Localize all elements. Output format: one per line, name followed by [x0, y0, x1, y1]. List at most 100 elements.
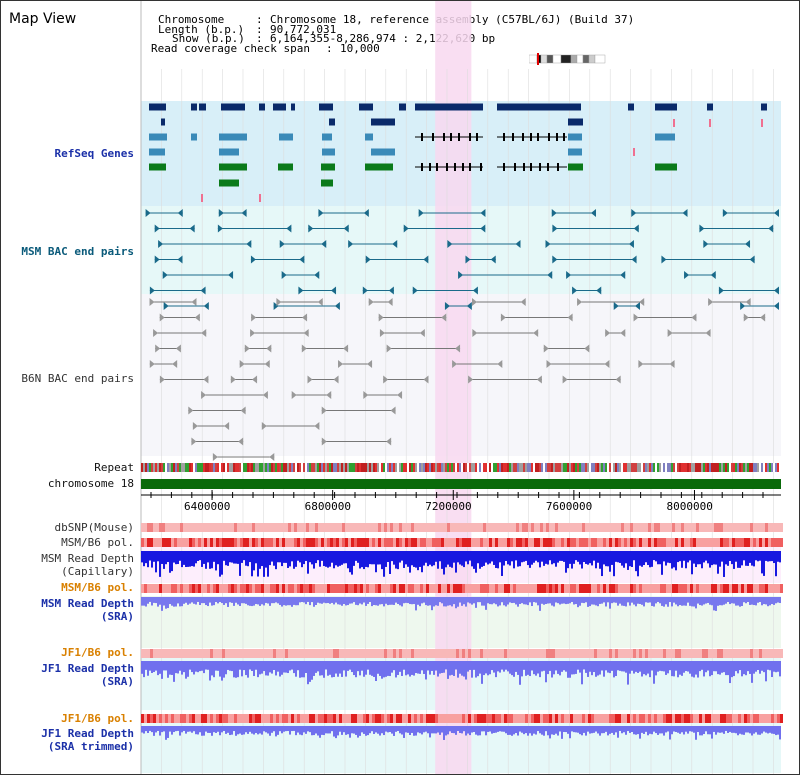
msm-b6-pol-cell [747, 538, 750, 547]
jf1-b6-pol-2-cell [465, 714, 468, 723]
msm-b6-pol-cell [657, 538, 660, 547]
msm-sra-depth-bar [523, 597, 525, 605]
refseq-exon [469, 163, 471, 171]
repeat-segment [461, 463, 463, 472]
msm-cap-depth-bar [145, 551, 147, 564]
msm-b6-pol-sra-cell [219, 584, 222, 593]
chromosome-ideogram[interactable] [529, 53, 609, 65]
msm-b6-pol-cell [693, 538, 696, 547]
msm-b6-pol-cell [687, 538, 690, 547]
msm-b6-pol-cell [231, 538, 234, 547]
msm-b6-pol-cell [723, 538, 726, 547]
repeat-segment [197, 463, 199, 472]
repeat-segment [401, 463, 403, 472]
jf1-trim-depth-bar [375, 726, 377, 733]
jf1-b6-pol-2-cell [660, 714, 663, 723]
jf1-sra-depth-bar [585, 661, 587, 673]
jf1-trim-depth-bar [727, 726, 729, 733]
jf1-b6-pol-2-cell [519, 714, 522, 723]
dbsnp-cell [243, 523, 246, 532]
repeat-segment [621, 463, 623, 472]
msm-cap-depth-bar [623, 551, 625, 568]
repeat-segment [159, 463, 161, 472]
jf1-b6-pol-cell [615, 649, 618, 658]
msm-cap-depth-bar [587, 551, 589, 565]
dbsnp-cell [606, 523, 609, 532]
b6n-bac-end [191, 437, 197, 446]
jf1-b6-pol-2-cell [177, 714, 180, 723]
repeat-segment [541, 463, 543, 472]
jf1-sra-depth-bar [273, 661, 275, 671]
msm-sra-depth-bar [561, 597, 563, 604]
jf1-trim-depth-bar [257, 726, 259, 735]
jf1-b6-pol-2-cell [606, 714, 609, 723]
jf1-sra-depth-bar [651, 661, 653, 671]
jf1-b6-pol-2-cell [351, 714, 354, 723]
jf1-trim-depth-bar [669, 726, 671, 740]
jf1-sra-depth-bar [393, 661, 395, 671]
jf1-sra-depth-bar [701, 661, 703, 670]
msm-b6-pol-cell [702, 538, 705, 547]
msm-bac-end [286, 224, 292, 233]
jf1-b6-pol-2-cell [219, 714, 222, 723]
msm-bac-end [177, 255, 183, 264]
msm-sra-depth-bar [245, 597, 247, 604]
msm-cap-depth-bar [161, 551, 163, 564]
jf1-sra-depth-bar [203, 661, 205, 674]
jf1-b6-pol-cell [231, 649, 234, 658]
repeat-segment [463, 463, 465, 472]
dbsnp-cell [705, 523, 708, 532]
msm-cap-depth-bar [391, 551, 393, 562]
repeat-segment [335, 463, 337, 472]
jf1-b6-pol-cell [498, 649, 501, 658]
refseq-exon [522, 133, 524, 141]
jf1-b6-pol-2-cell [603, 714, 606, 723]
jf1-trim-depth-bar [225, 726, 227, 734]
jf1-b6-pol-2-cell [447, 714, 450, 723]
jf1-b6-pol-cell [186, 649, 189, 658]
jf1-b6-pol-2-cell [282, 714, 285, 723]
jf1-b6-pol-2-cell [198, 714, 201, 723]
jf1-b6-pol-2-cell [381, 714, 384, 723]
jf1-trim-depth-bar [559, 726, 561, 732]
jf1-trim-depth-bar [247, 726, 249, 734]
jf1-trim-depth-bar [425, 726, 427, 732]
msm-b6-pol-sra-cell [315, 584, 318, 593]
msm-sra-depth-bar [169, 597, 171, 605]
jf1-b6-pol-2-cell [558, 714, 561, 723]
jf1-b6-pol-cell [540, 649, 543, 658]
msm-sra-depth-bar [195, 597, 197, 605]
msm-cap-depth-bar [611, 551, 613, 565]
jf1-b6-pol-2-cell [294, 714, 297, 723]
jf1-b6-pol-cell [642, 649, 645, 658]
msm-sra-depth-bar [653, 597, 655, 607]
repeat-segment [179, 463, 181, 472]
jf1-sra-depth-bar [321, 661, 323, 676]
msm-cap-depth-bar [561, 551, 563, 561]
msm-b6-pol-cell [357, 538, 360, 547]
repeat-segment [703, 463, 705, 472]
msm-b6-pol-cell [324, 538, 327, 547]
jf1-trim-depth-bar [313, 726, 315, 736]
msm-sra-depth-bar [439, 597, 441, 603]
msm-cap-depth-bar [181, 551, 183, 568]
jf1-b6-pol-cell [381, 649, 384, 658]
msm-b6-pol-sra-cell [771, 584, 774, 593]
jf1-sra-depth-bar [213, 661, 215, 678]
msm-sra-depth-bar [769, 597, 771, 606]
jf1-b6-pol-cell [555, 649, 558, 658]
jf1-sra-depth-bar [583, 661, 585, 670]
msm-b6-pol-cell [660, 538, 663, 547]
msm-b6-pol-cell [456, 538, 459, 547]
jf1-sra-depth-bar [405, 661, 407, 676]
jf1-trim-depth-bar [613, 726, 615, 735]
repeat-segment [729, 463, 731, 472]
jf1-sra-depth-bar [461, 661, 463, 676]
jf1-b6-pol-2-cell [594, 714, 597, 723]
msm-sra-depth-bar [695, 597, 697, 609]
msm-cap-depth-bar [723, 551, 725, 577]
msm-bac-end [281, 271, 287, 279]
dbsnp-cell [360, 523, 363, 532]
msm-b6-pol-sra-cell [486, 584, 489, 593]
